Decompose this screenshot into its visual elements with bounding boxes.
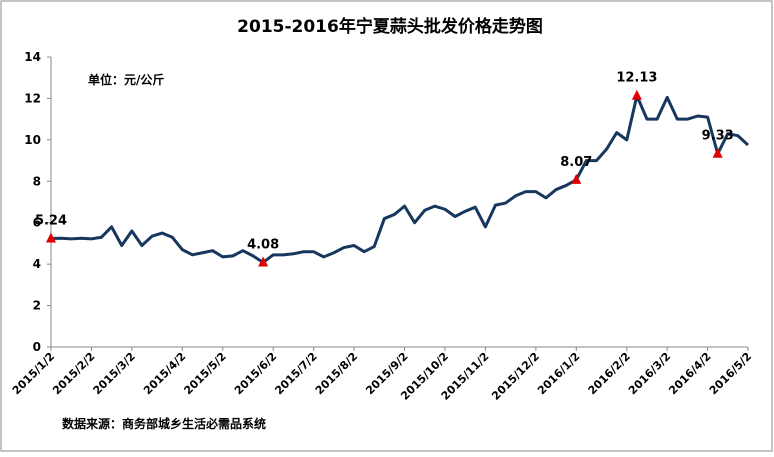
marker <box>631 89 642 100</box>
y-tick-label: 2 <box>33 299 41 313</box>
marker <box>258 256 269 267</box>
y-tick-label: 12 <box>24 91 41 105</box>
value-label: 8.07 <box>560 155 592 170</box>
marker <box>46 232 56 243</box>
chart-title: 2015-2016年宁夏蒜头批发价格走势图 <box>237 16 543 37</box>
y-tick-label: 10 <box>24 133 41 147</box>
y-tick-label: 14 <box>24 50 41 64</box>
y-tick-label: 6 <box>33 216 41 230</box>
marker <box>571 173 582 184</box>
y-tick-label: 8 <box>33 174 41 188</box>
y-tick-label: 4 <box>33 257 41 271</box>
value-label: 5.24 <box>35 213 67 228</box>
line <box>50 94 750 264</box>
value-label: 4.08 <box>247 237 279 252</box>
source: 数据来源：商务部城乡生活必需品系统 <box>62 416 266 431</box>
value-label: 9.33 <box>702 129 734 144</box>
y-tick-label: 0 <box>33 340 41 354</box>
value-label: 12.13 <box>616 71 657 86</box>
unit-label: 单位：元/公斤 <box>88 72 164 87</box>
marker <box>712 147 723 158</box>
